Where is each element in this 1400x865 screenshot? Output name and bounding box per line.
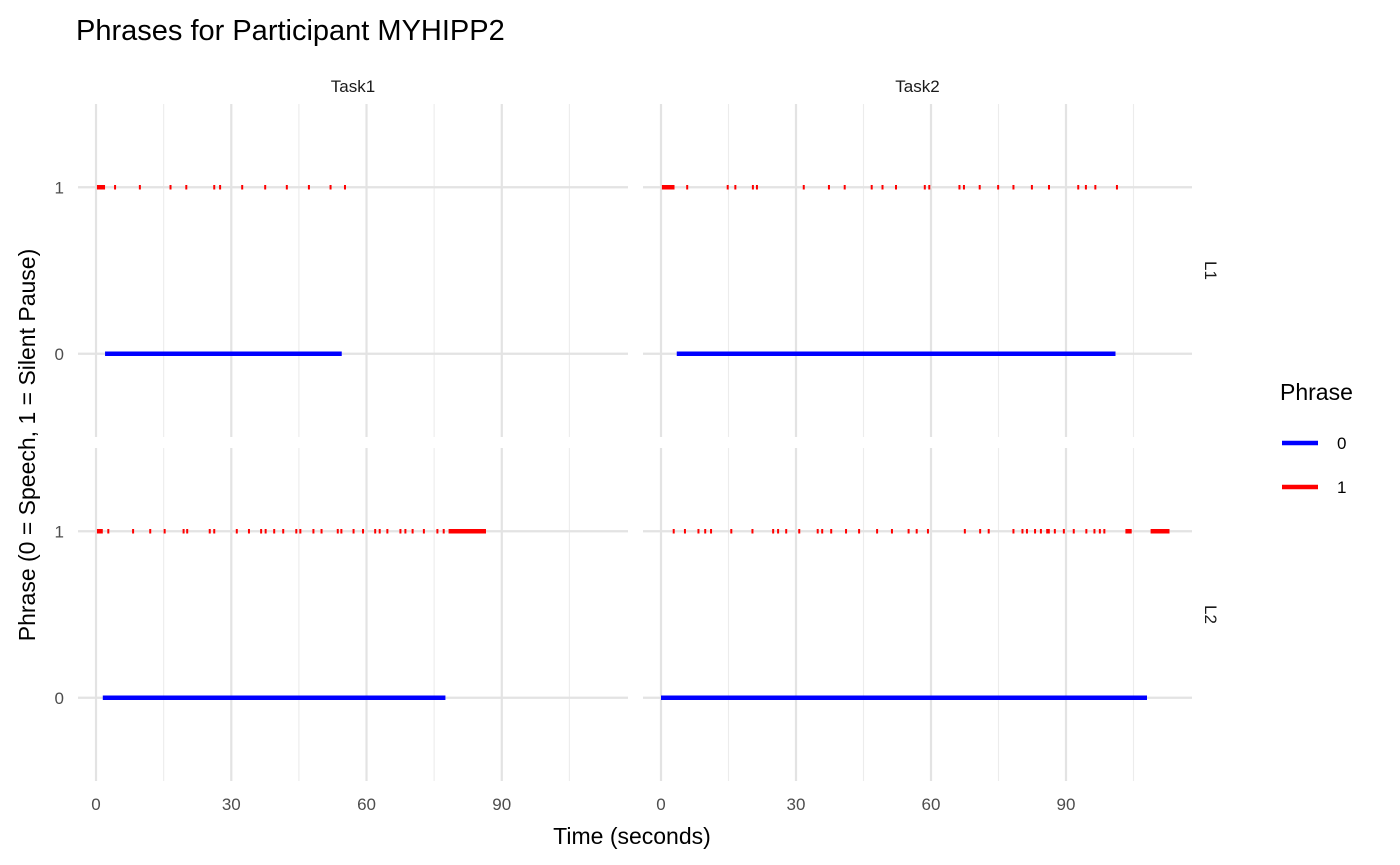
x-tick-label: 30	[222, 795, 241, 814]
legend-entries: 01	[1282, 434, 1346, 497]
legend: Phrase 01	[1280, 379, 1353, 497]
x-axis-title: Time (seconds)	[553, 823, 711, 849]
x-tick-label: 30	[787, 795, 806, 814]
x-tick-label: 0	[91, 795, 100, 814]
strip-label-row: L1	[1201, 261, 1220, 280]
x-tick-label: 90	[492, 795, 511, 814]
strip-label-column: Task2	[895, 77, 939, 96]
panel-task1-l1	[78, 104, 628, 437]
y-tick-label: 1	[55, 522, 64, 541]
legend-label: 1	[1337, 478, 1346, 497]
y-tick-label: 1	[55, 178, 64, 197]
y-axis-title: Phrase (0 = Speech, 1 = Silent Pause)	[14, 249, 40, 642]
strip-label-column: Task1	[331, 77, 375, 96]
legend-title: Phrase	[1280, 379, 1353, 405]
x-tick-label: 0	[656, 795, 665, 814]
y-tick-label: 0	[55, 689, 64, 708]
panel-task2-l2	[643, 448, 1192, 781]
chart-title: Phrases for Participant MYHIPP2	[76, 15, 505, 47]
x-tick-label: 60	[922, 795, 941, 814]
x-tick-label: 60	[357, 795, 376, 814]
y-tick-label: 0	[55, 345, 64, 364]
legend-label: 0	[1337, 434, 1346, 453]
x-tick-label: 90	[1057, 795, 1076, 814]
panel-task2-l1	[643, 104, 1192, 437]
facet-panels: Task1 Task2 L1 L2 0 30 60 90 0 30 60 90 0 1 0 1	[55, 77, 1220, 814]
strip-label-row: L2	[1201, 605, 1220, 624]
panel-task1-l2	[78, 448, 628, 781]
